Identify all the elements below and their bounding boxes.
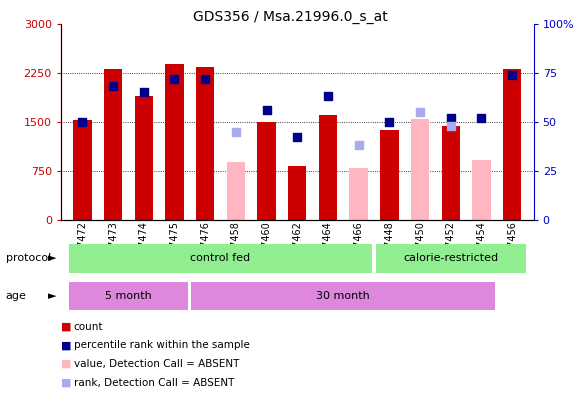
Bar xyxy=(73,120,92,220)
Bar xyxy=(288,166,306,220)
Point xyxy=(477,115,486,121)
Text: ■: ■ xyxy=(61,359,71,369)
Point xyxy=(78,118,87,125)
Text: ■: ■ xyxy=(61,377,71,388)
Point xyxy=(354,142,363,148)
Bar xyxy=(68,282,188,310)
Point xyxy=(262,107,271,113)
Point xyxy=(231,128,241,135)
Bar xyxy=(349,168,368,220)
Text: 30 month: 30 month xyxy=(317,291,370,301)
Text: protocol: protocol xyxy=(6,253,51,263)
Point xyxy=(385,118,394,125)
Bar xyxy=(196,67,215,220)
Bar xyxy=(472,160,491,220)
Point xyxy=(139,89,148,95)
Text: ►: ► xyxy=(48,253,56,263)
Bar xyxy=(380,129,398,220)
Bar xyxy=(104,70,122,220)
Bar xyxy=(375,244,526,272)
Point xyxy=(292,134,302,141)
Text: ■: ■ xyxy=(61,340,71,350)
Text: percentile rank within the sample: percentile rank within the sample xyxy=(74,340,249,350)
Point xyxy=(446,122,455,129)
Bar xyxy=(258,122,275,220)
Text: count: count xyxy=(74,322,103,332)
Point xyxy=(201,76,210,82)
Point xyxy=(508,72,517,78)
Point xyxy=(415,109,425,115)
Bar xyxy=(165,64,184,220)
Bar xyxy=(441,126,460,220)
Bar xyxy=(68,244,372,272)
Text: rank, Detection Call = ABSENT: rank, Detection Call = ABSENT xyxy=(74,377,234,388)
Bar xyxy=(227,162,245,220)
Text: calorie-restricted: calorie-restricted xyxy=(403,253,498,263)
Bar xyxy=(503,70,521,220)
Point xyxy=(323,93,332,99)
Text: ■: ■ xyxy=(61,322,71,332)
Bar xyxy=(319,114,337,220)
Bar xyxy=(135,95,153,220)
Bar xyxy=(191,282,495,310)
Text: ►: ► xyxy=(48,291,56,301)
Point xyxy=(170,76,179,82)
Text: value, Detection Call = ABSENT: value, Detection Call = ABSENT xyxy=(74,359,239,369)
Text: control fed: control fed xyxy=(190,253,251,263)
Text: GDS356 / Msa.21996.0_s_at: GDS356 / Msa.21996.0_s_at xyxy=(193,10,387,24)
Point xyxy=(446,115,455,121)
Bar xyxy=(411,119,429,220)
Text: age: age xyxy=(6,291,27,301)
Text: 5 month: 5 month xyxy=(105,291,152,301)
Point xyxy=(108,83,118,89)
